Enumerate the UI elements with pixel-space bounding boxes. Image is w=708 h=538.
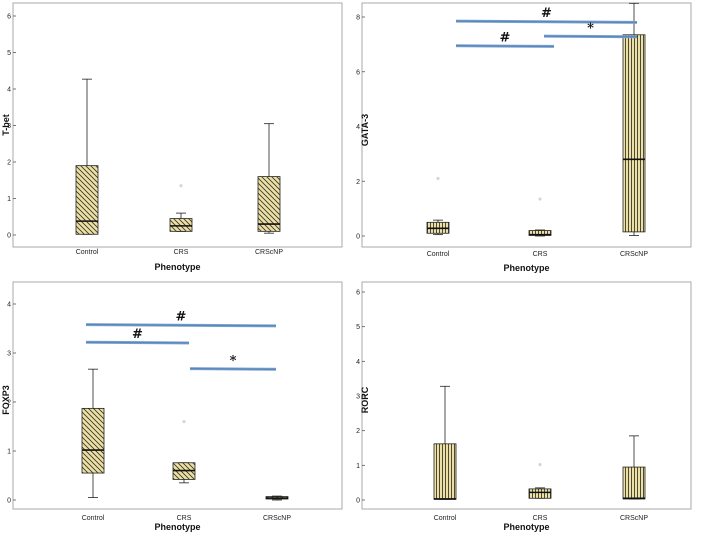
y-tick-label: 0 (7, 233, 11, 240)
y-tick-label: 4 (7, 302, 11, 309)
x-tick-label: CRScNP (255, 249, 283, 256)
box-control (81, 368, 105, 498)
iqr-box (433, 443, 457, 500)
x-axis-label: Phenotype (503, 263, 549, 273)
box-control (433, 385, 457, 500)
iqr-box (257, 176, 281, 232)
x-tick-label: CRS (533, 515, 548, 522)
panel-foxp3: 0 1 2 3 4 FOXP3 Phenotype Control CRS CRScNP # # * (1, 281, 343, 532)
y-tick-label: 5 (356, 324, 360, 331)
x-tick-label: CRS (533, 251, 548, 258)
y-tick-label: 3 (356, 394, 360, 401)
significance-bar (85, 340, 190, 345)
y-tick-label: 3 (7, 123, 11, 130)
outlier-point (538, 197, 542, 201)
y-tick-label: 5 (7, 50, 11, 57)
significance-symbol: * (230, 354, 237, 369)
x-tick-label: CRScNP (620, 251, 648, 258)
y-tick-label: 4 (356, 359, 360, 366)
y-tick-label: 4 (356, 124, 360, 131)
y-axis-label: RORC (360, 386, 370, 413)
y-tick-label: 3 (7, 351, 11, 358)
plot-frame (12, 2, 343, 248)
y-tick-label: 1 (7, 196, 11, 203)
x-axis-label: Phenotype (154, 262, 200, 272)
x-tick-label: Control (82, 515, 105, 522)
y-tick-label: 2 (356, 428, 360, 435)
y-tick-label: 1 (356, 463, 360, 470)
x-axis-label: Phenotype (154, 522, 200, 532)
box-crs (528, 463, 552, 499)
box-crs (172, 420, 196, 484)
significance-bar (85, 323, 277, 328)
x-tick-label: CRScNP (620, 515, 648, 522)
iqr-box (75, 165, 99, 235)
x-tick-label: CRScNP (263, 515, 291, 522)
y-tick-label: 2 (356, 179, 360, 186)
y-tick-label: 0 (356, 498, 360, 505)
box-crs (528, 197, 552, 237)
outlier-point (182, 420, 186, 424)
y-axis-label: GATA-3 (360, 114, 370, 146)
y-tick-label: 6 (356, 69, 360, 76)
x-tick-label: Control (427, 251, 450, 258)
y-tick-label: 1 (7, 449, 11, 456)
y-tick-label: 8 (356, 15, 360, 22)
y-axis-label: FOXP3 (1, 385, 11, 415)
y-tick-label: 2 (7, 400, 11, 407)
significance-bar (455, 19, 638, 24)
significance-symbol: # (176, 310, 187, 325)
iqr-box (169, 218, 193, 232)
iqr-box (528, 488, 552, 499)
significance-symbol: # (132, 327, 143, 342)
iqr-box (622, 34, 646, 233)
significance-bar (189, 367, 277, 371)
significance-symbol: # (541, 6, 552, 21)
y-tick-label: 0 (7, 498, 11, 505)
y-tick-label: 0 (356, 234, 360, 241)
iqr-box (528, 230, 552, 236)
x-tick-label: CRS (177, 515, 192, 522)
iqr-box (81, 407, 105, 474)
outlier-point (179, 184, 183, 188)
x-axis-label: Phenotype (503, 522, 549, 532)
outlier-point (436, 176, 440, 181)
outlier-point (538, 463, 542, 467)
iqr-box (622, 466, 646, 500)
y-tick-label: 4 (7, 87, 11, 94)
y-tick-label: 6 (7, 14, 11, 21)
y-tick-label: 6 (356, 290, 360, 297)
panel-t-bet: 0 1 2 3 4 5 6 T-bet Phenotype Control CRS CRScNP (1, 2, 343, 272)
significance-symbol: # (500, 31, 511, 46)
box-crscnp (265, 495, 289, 501)
x-tick-label: CRS (174, 249, 189, 256)
y-axis-label: T-bet (1, 114, 11, 136)
panel-rorc: 0 1 2 3 4 5 6 RORC Phenotype Control CRS CRScNP (356, 281, 692, 532)
box-control (426, 176, 450, 236)
box-crscnp (257, 123, 281, 234)
box-crs (169, 184, 193, 232)
panel-gata-3: 0 2 4 6 8 GATA-3 Phenotype Control CRS CRScNP # # * (356, 2, 692, 273)
box-control (75, 78, 99, 235)
box-crscnp (622, 2, 646, 236)
significance-bar (543, 34, 638, 39)
x-tick-label: Control (434, 515, 457, 522)
significance-symbol: * (587, 21, 594, 36)
box-crscnp (622, 435, 646, 500)
y-tick-label: 2 (7, 160, 11, 167)
x-tick-label: Control (76, 249, 99, 256)
significance-bar (455, 44, 555, 48)
